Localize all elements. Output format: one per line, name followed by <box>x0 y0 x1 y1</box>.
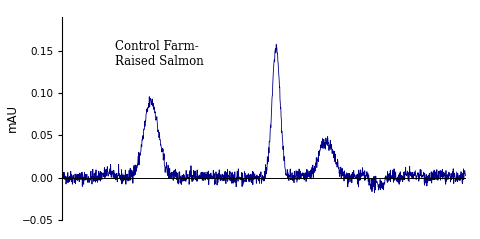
Y-axis label: mAU: mAU <box>6 104 19 132</box>
Text: Control Farm-
Raised Salmon: Control Farm- Raised Salmon <box>115 40 204 68</box>
